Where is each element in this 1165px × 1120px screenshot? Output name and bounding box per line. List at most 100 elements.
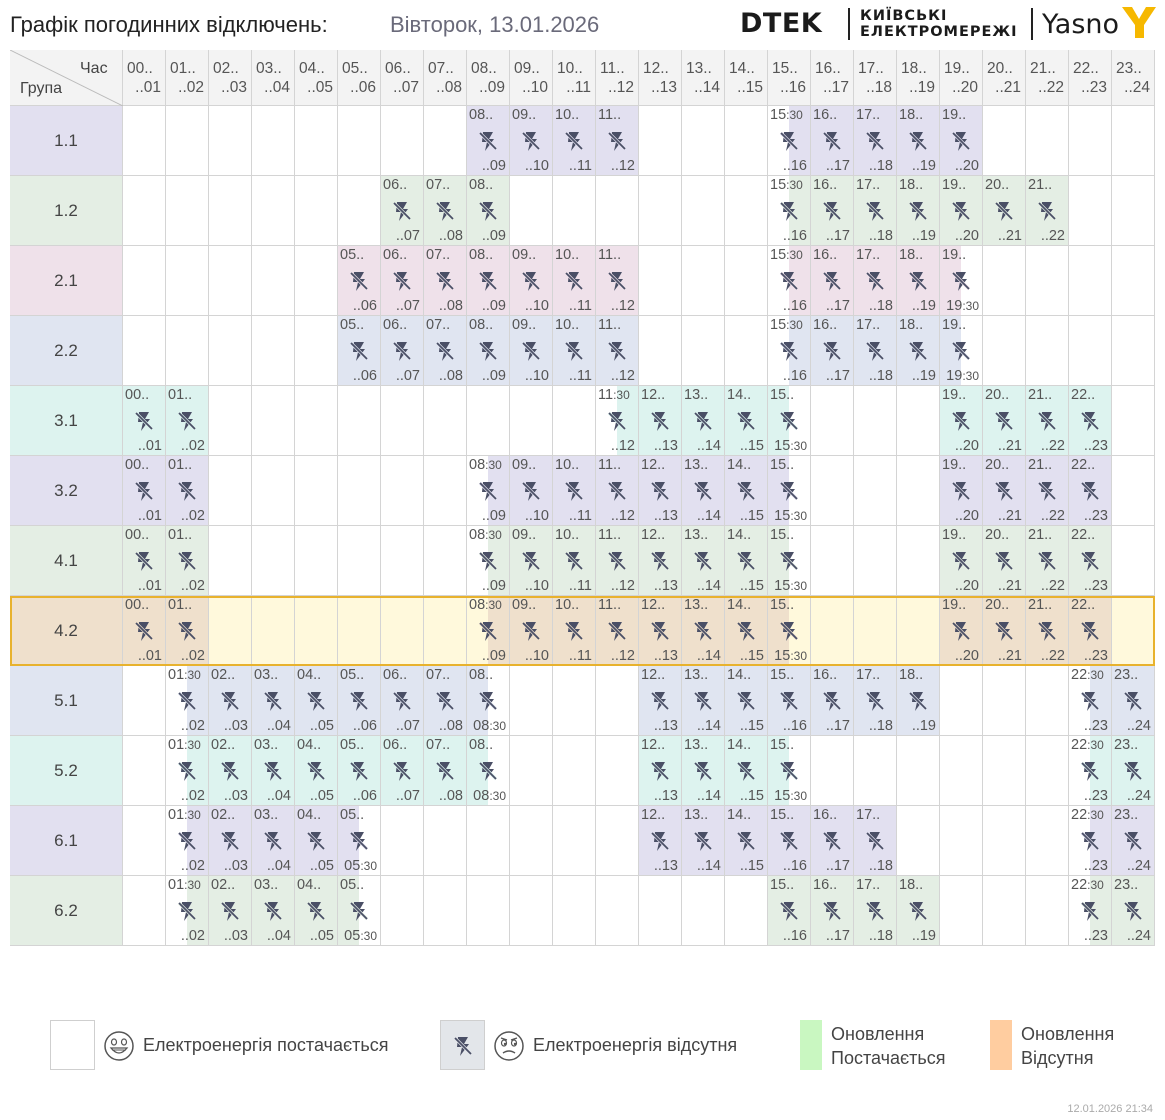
hour-cell-supplied [166,246,209,316]
power-off-icon [822,691,842,711]
hour-start: 03.. [256,60,282,77]
outage-start: 10.. [555,247,580,263]
hour-cell-outage: 12.. ..13 [639,456,682,526]
hour-cell-outage: 08.. ..09 [467,316,510,386]
hour-cell-outage: 11.. ..12 [596,596,639,666]
group-label-3.2[interactable]: 3.2 [10,456,123,526]
hour-cell-supplied [596,666,639,736]
group-label-1.1[interactable]: 1.1 [10,106,123,176]
hour-cell-outage: 11:30 ..12 [596,386,639,456]
hour-cell-outage: 22:30 ..23 [1069,876,1112,946]
power-off-icon [521,271,541,291]
power-off-icon [736,831,756,851]
hour-cell-outage: 05.. ..06 [338,666,381,736]
power-off-icon [736,621,756,641]
hour-cell-outage: 16.. ..17 [811,666,854,736]
group-label-6.1[interactable]: 6.1 [10,806,123,876]
hour-cell-outage: 17.. ..18 [854,876,897,946]
outage-end: ..08 [438,368,463,384]
hour-cell-outage: 01:30 ..02 [166,666,209,736]
hour-cell-outage: 00.. ..01 [123,526,166,596]
sad-face-icon [494,1031,524,1061]
outage-end: ..16 [782,158,807,174]
power-off-icon [736,691,756,711]
group-label-4.1[interactable]: 4.1 [10,526,123,596]
hour-header-04: 04.. ..05 [295,50,338,106]
hour-cell-outage: 22:30 ..23 [1069,736,1112,806]
hour-cell-outage: 18.. ..19 [897,106,940,176]
hour-cell-supplied [295,106,338,176]
power-off-icon [994,621,1014,641]
hour-cell-supplied [209,106,252,176]
hour-cell-outage: 13.. ..14 [682,596,725,666]
hour-cell-outage: 12.. ..13 [639,596,682,666]
hour-cell-outage: 13.. ..14 [682,666,725,736]
outage-start: 16.. [813,667,838,683]
schedule-date: Вівторок, 13.01.2026 [390,12,600,37]
outage-end: ..14 [696,648,721,664]
hour-cell-supplied [166,106,209,176]
hour-cell-supplied [295,526,338,596]
outage-end: 19:30 [946,298,979,314]
power-off-icon [220,761,240,781]
hour-cell-outage: 08.. ..09 [467,106,510,176]
hour-cell-outage: 15:30 ..16 [768,316,811,386]
outage-start: 15.. [770,457,795,473]
hour-header-14: 14.. ..15 [725,50,768,106]
group-label-1.2[interactable]: 1.2 [10,176,123,246]
power-off-icon [908,131,928,151]
outage-end: ..13 [653,648,678,664]
outage-end: ..02 [180,718,205,734]
outage-end: ..16 [782,368,807,384]
hour-cell-supplied [940,666,983,736]
outage-start: 11.. [598,457,622,473]
outage-end: ..14 [696,508,721,524]
outage-end: ..24 [1126,858,1151,874]
outage-end: ..23 [1083,508,1108,524]
power-off-icon [263,691,283,711]
group-label-5.2[interactable]: 5.2 [10,736,123,806]
group-label-4.2[interactable]: 4.2 [10,596,123,666]
outage-end: ..10 [524,368,549,384]
hour-cell-supplied [553,386,596,456]
power-off-icon [693,481,713,501]
outage-start: 12.. [641,527,666,543]
hour-cell-outage: 10.. ..11 [553,596,596,666]
outage-start: 22.. [1071,597,1096,613]
hour-cell-supplied [983,666,1026,736]
outage-start: 14.. [727,387,752,403]
hour-end: ..05 [307,79,333,96]
group-label-2.1[interactable]: 2.1 [10,246,123,316]
power-off-icon [908,341,928,361]
outage-start: 02.. [211,877,236,893]
hour-end: ..04 [264,79,290,96]
outage-end: ..08 [438,788,463,804]
hour-cell-supplied [811,596,854,666]
hour-end: ..08 [436,79,462,96]
power-off-icon [693,621,713,641]
legend-supplied-swatch [50,1020,95,1070]
hour-cell-outage: 14.. ..15 [725,736,768,806]
outage-start: 17.. [856,877,881,893]
power-off-icon [1123,761,1143,781]
group-label-5.1[interactable]: 5.1 [10,666,123,736]
outage-start: 05.. [340,737,365,753]
hour-cell-outage: 06.. ..07 [381,736,424,806]
outage-start: 03.. [254,877,279,893]
outage-start: 12.. [641,597,666,613]
group-label-3.1[interactable]: 3.1 [10,386,123,456]
power-off-icon [1037,621,1057,641]
outage-end: 15:30 [774,578,807,594]
hour-cell-outage: 12.. ..13 [639,526,682,596]
hour-start: 05.. [342,60,368,77]
group-label-2.2[interactable]: 2.2 [10,316,123,386]
hour-cell-outage: 07.. ..08 [424,246,467,316]
hour-cell-outage: 19.. ..20 [940,596,983,666]
hour-cell-outage: 01:30 ..02 [166,736,209,806]
table-corner-header: Час Група [10,50,123,106]
hour-cell-supplied [553,666,596,736]
group-label-6.2[interactable]: 6.2 [10,876,123,946]
hour-cell-supplied [639,246,682,316]
outage-start: 21.. [1028,527,1053,543]
outage-end: ..18 [868,858,893,874]
